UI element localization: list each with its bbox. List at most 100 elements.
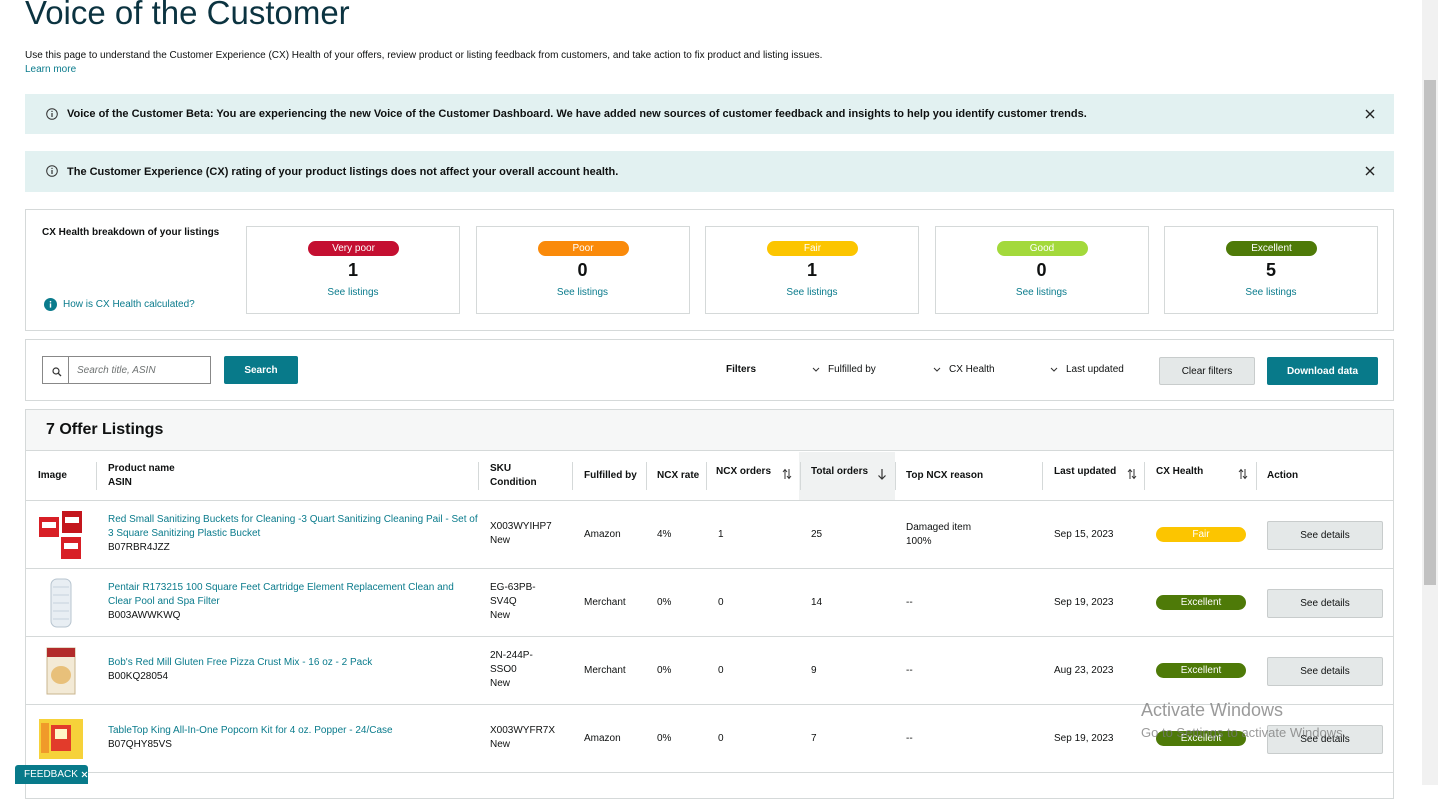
feedback-tab[interactable]: FEEDBACK xyxy=(15,765,88,784)
column-header-sublabel: ASIN xyxy=(108,477,132,488)
cx-health-badge: Fair xyxy=(1156,527,1246,542)
see-listings-link[interactable]: See listings xyxy=(1015,287,1068,298)
help-icon xyxy=(44,298,57,311)
fulfilled-by: Amazon xyxy=(584,529,621,540)
ncx-orders: 0 xyxy=(718,665,724,676)
column-separator xyxy=(800,462,801,490)
top-ncx-reason: -- xyxy=(906,732,913,746)
column-header-label: Fulfilled by xyxy=(584,470,637,481)
close-button[interactable] xyxy=(1365,109,1375,122)
sort-icon[interactable] xyxy=(1127,467,1137,485)
ncx-rate: 0% xyxy=(657,733,672,744)
fulfilled-by: Amazon xyxy=(584,733,621,744)
ncx-rate: 0% xyxy=(657,665,672,676)
column-header[interactable]: Total orders xyxy=(811,465,868,479)
table-row: TableTop King All-In-One Popcorn Kit for… xyxy=(26,705,1393,773)
clear-filters-button[interactable]: Clear filters xyxy=(1159,357,1255,385)
column-separator xyxy=(706,462,707,490)
see-listings-link[interactable]: See listings xyxy=(1245,287,1297,298)
see-listings-link[interactable]: See listings xyxy=(786,287,838,298)
see-details-button[interactable]: See details xyxy=(1267,589,1383,618)
filters-label: Filters xyxy=(726,364,757,375)
column-header[interactable]: NCX orders xyxy=(716,465,771,479)
health-card: Good 0 See listings xyxy=(934,226,1149,314)
watermark-title: Activate Windows xyxy=(1141,700,1284,720)
reason-line: -- xyxy=(906,597,913,608)
cx-health-badge: Excellent xyxy=(1156,595,1246,610)
product-cell: TableTop King All-In-One Popcorn Kit for… xyxy=(108,724,478,752)
last-updated: Aug 23, 2023 xyxy=(1054,665,1114,676)
search-button[interactable]: Search xyxy=(224,356,298,384)
column-separator xyxy=(96,462,97,490)
sort-icon[interactable] xyxy=(1238,467,1248,485)
product-cell: Red Small Sanitizing Buckets for Cleanin… xyxy=(108,513,478,555)
health-badge: Excellent xyxy=(1226,241,1317,256)
sort-icon[interactable] xyxy=(782,467,792,485)
see-details-button[interactable]: See details xyxy=(1267,657,1383,686)
filter-dropdown[interactable]: Fulfilled by xyxy=(812,364,876,375)
column-header[interactable]: CX Health xyxy=(1156,465,1203,479)
filter-dropdown[interactable]: CX Health xyxy=(933,364,995,375)
help-link[interactable]: How is CX Health calculated? xyxy=(63,299,195,310)
see-details-button[interactable]: See details xyxy=(1267,725,1383,754)
see-listings-link[interactable]: See listings xyxy=(556,287,609,298)
search-icon xyxy=(52,364,62,382)
asin: B00KQ28054 xyxy=(108,671,169,682)
total-orders: 9 xyxy=(811,665,817,676)
search-divider xyxy=(68,357,69,383)
condition: New xyxy=(490,610,511,621)
reason-line: Damaged item xyxy=(906,522,972,533)
product-name-link[interactable]: Pentair R173215 100 Square Feet Cartridg… xyxy=(108,582,454,607)
health-count: 0 xyxy=(577,260,588,280)
filter-label: Fulfilled by xyxy=(828,364,876,375)
reason-line: -- xyxy=(906,733,913,744)
reason-line: 100% xyxy=(906,536,932,547)
health-count: 1 xyxy=(806,260,817,280)
close-button[interactable] xyxy=(1365,166,1375,179)
column-header[interactable]: Last updated xyxy=(1054,465,1116,479)
top-ncx-reason: -- xyxy=(906,596,913,610)
help-link-row[interactable]: How is CX Health calculated? xyxy=(44,298,195,311)
health-card: Poor 0 See listings xyxy=(475,226,690,314)
asin: B07RBR4JZZ xyxy=(108,542,170,553)
watermark-subtitle: Go to Settings to activate Windows. xyxy=(1141,725,1347,740)
top-ncx-reason: -- xyxy=(906,664,913,678)
alert-text: Voice of the Customer Beta: You are expe… xyxy=(67,108,1087,120)
scrollbar[interactable] xyxy=(1422,0,1438,785)
column-header-label: CX Health xyxy=(1156,466,1204,477)
feedback-close[interactable] xyxy=(81,771,88,778)
product-name-link[interactable]: Bob's Red Mill Gluten Free Pizza Crust M… xyxy=(108,657,373,668)
last-updated: Sep 15, 2023 xyxy=(1054,529,1114,540)
column-separator xyxy=(572,462,573,490)
column-header: Fulfilled by xyxy=(584,469,637,483)
table-title-bar: 7 Offer Listings xyxy=(26,410,1393,451)
search-input[interactable]: Search title, ASIN xyxy=(42,356,211,384)
product-cell: Bob's Red Mill Gluten Free Pizza Crust M… xyxy=(108,656,478,684)
sku: EG-63PB-SV4Q xyxy=(490,582,536,607)
sort-icon[interactable] xyxy=(877,467,887,485)
product-name-link[interactable]: TableTop King All-In-One Popcorn Kit for… xyxy=(108,725,393,736)
column-header-label: Action xyxy=(1267,470,1299,481)
feedback-label[interactable]: FEEDBACK xyxy=(24,769,78,780)
product-thumbnail xyxy=(37,577,85,634)
see-details-button[interactable]: See details xyxy=(1267,521,1383,550)
table-title: 7 Offer Listings xyxy=(46,421,164,438)
breakdown-title: CX Health breakdown of your listings xyxy=(42,227,220,238)
column-header-label: Image xyxy=(38,470,67,481)
download-button[interactable]: Download data xyxy=(1267,357,1378,385)
column-header: Action xyxy=(1267,469,1298,483)
chevron-icon xyxy=(1050,367,1058,373)
column-separator xyxy=(1042,462,1043,490)
product-name-link[interactable]: Red Small Sanitizing Buckets for Cleanin… xyxy=(108,514,478,539)
cx-breakdown-panel: CX Health breakdown of your listings How … xyxy=(25,209,1394,331)
filter-dropdown[interactable]: Last updated xyxy=(1050,364,1124,375)
column-separator xyxy=(895,462,896,490)
filter-label: Last updated xyxy=(1066,364,1124,375)
see-listings-link[interactable]: See listings xyxy=(327,287,379,298)
column-header-label: Last updated xyxy=(1054,466,1117,477)
learn-more-link[interactable]: Learn more xyxy=(25,64,77,75)
scroll-thumb[interactable] xyxy=(1424,80,1436,585)
column-header: NCX rate xyxy=(657,469,699,483)
sku-cell: EG-63PB-SV4Q New xyxy=(490,581,542,623)
